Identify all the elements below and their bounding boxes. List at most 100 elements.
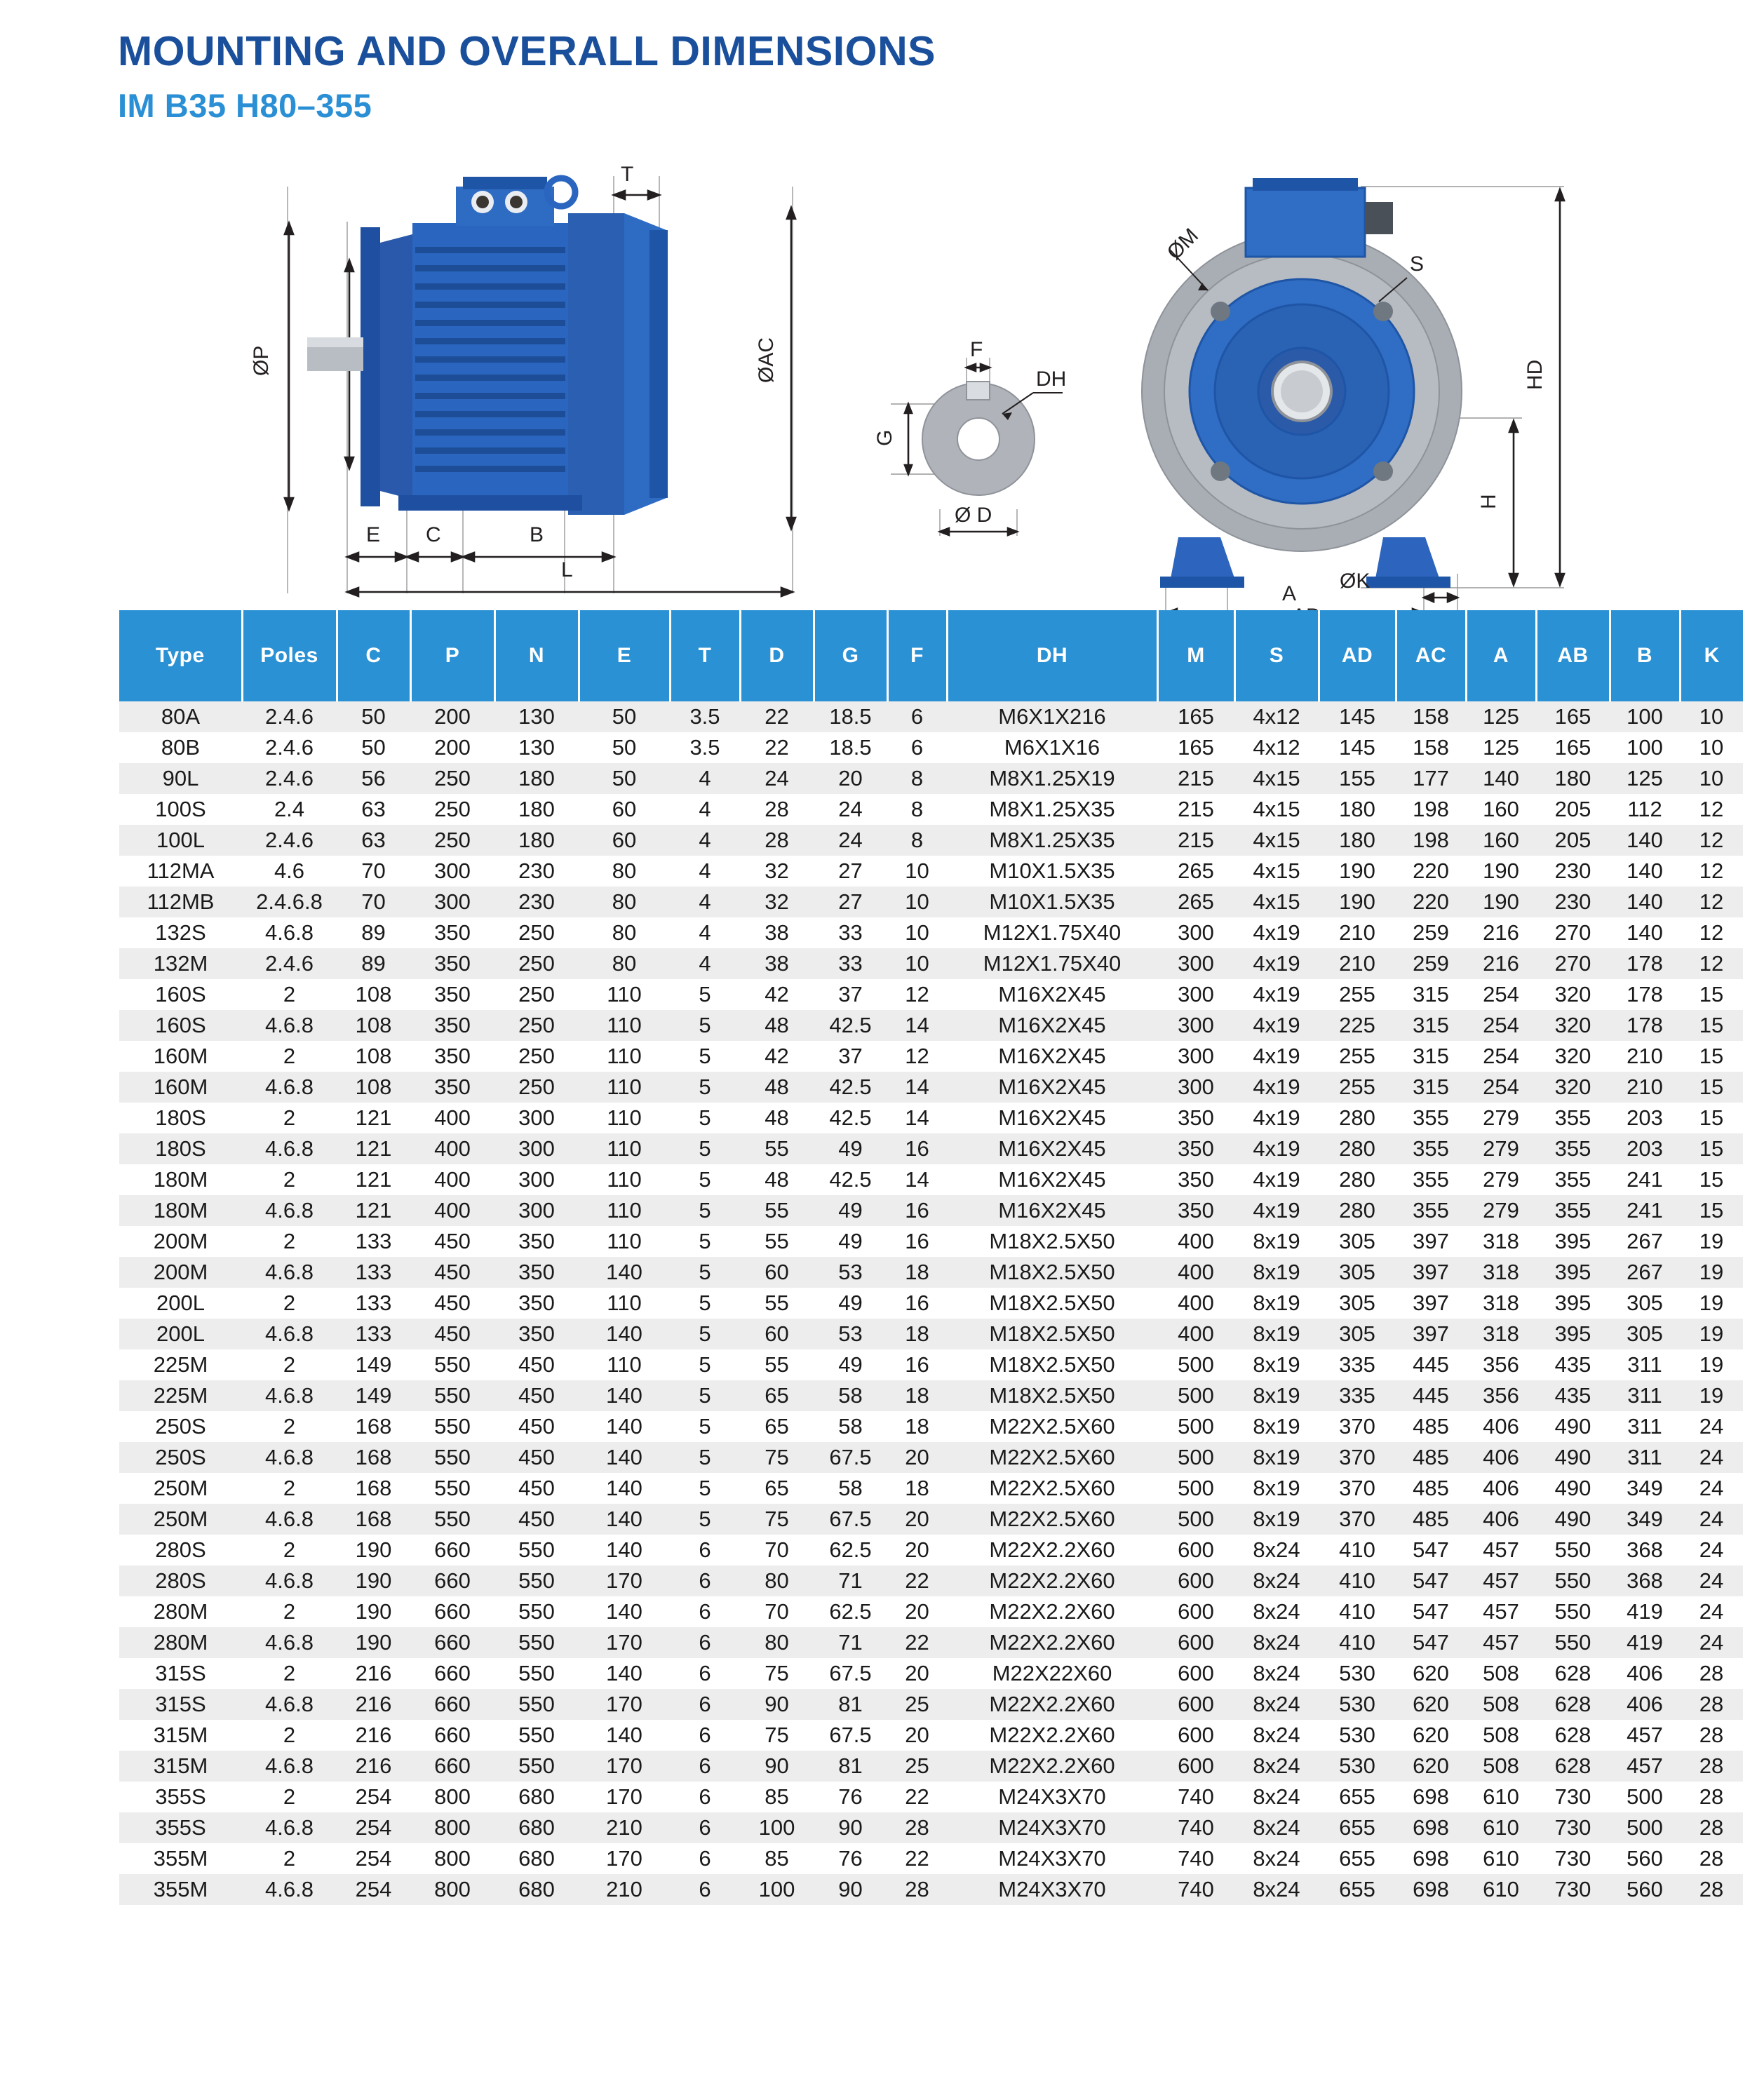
cell-s: 8x19 [1234, 1349, 1319, 1380]
cell-p: 350 [410, 1072, 494, 1103]
dimension-label-DH: DH [1036, 368, 1066, 391]
cell-b: 500 [1610, 1782, 1680, 1812]
cell-a: 508 [1466, 1658, 1536, 1689]
cell-c: 216 [337, 1689, 410, 1720]
cell-b: 241 [1610, 1164, 1680, 1195]
cell-c: 108 [337, 1010, 410, 1041]
column-header-c: C [337, 610, 412, 701]
cell-t: 4 [670, 825, 740, 856]
cell-a: 318 [1466, 1257, 1536, 1288]
cell-n: 300 [494, 1133, 579, 1164]
cell-ab: 730 [1536, 1812, 1610, 1843]
cell-m: 740 [1157, 1843, 1234, 1874]
table-row: 180S 4.6.8 121 400 300 110 5 55 49 16 M16X2X45 350 4… [119, 1133, 1743, 1164]
dimension-label-F: F [970, 338, 983, 361]
cell-type: 315M [119, 1720, 242, 1751]
cell-d: 90 [740, 1751, 814, 1782]
cell-dh: M24X3X70 [947, 1843, 1157, 1874]
cell-t: 4 [670, 917, 740, 948]
cell-b: 406 [1610, 1658, 1680, 1689]
cell-d: 55 [740, 1226, 814, 1257]
cell-ad: 410 [1319, 1596, 1396, 1627]
cell-f: 10 [887, 948, 947, 979]
cell-f: 8 [887, 825, 947, 856]
dimension-label-AC: ØAC [755, 337, 778, 383]
cell-ac: 698 [1396, 1782, 1466, 1812]
cell-t: 6 [670, 1565, 740, 1596]
cell-c: 149 [337, 1380, 410, 1411]
cell-type: 250M [119, 1473, 242, 1504]
cell-c: 133 [337, 1226, 410, 1257]
cell-p: 200 [410, 701, 494, 732]
cell-t: 5 [670, 1072, 740, 1103]
table-row: 250M 2 168 550 450 140 5 65 58 18 M22X2.5X60 500 8x1… [119, 1473, 1743, 1504]
cell-ab: 550 [1536, 1565, 1610, 1596]
cell-poles: 4.6.8 [242, 1380, 337, 1411]
cell-b: 178 [1610, 1010, 1680, 1041]
cell-ab: 730 [1536, 1782, 1610, 1812]
cell-s: 4x12 [1234, 701, 1319, 732]
cell-n: 350 [494, 1257, 579, 1288]
cell-c: 70 [337, 887, 410, 917]
cell-poles: 2.4.6 [242, 825, 337, 856]
cell-poles: 2.4.6.8 [242, 887, 337, 917]
cell-k: 12 [1680, 856, 1743, 887]
table-row: 160M 2 108 350 250 110 5 42 37 12 M16X2X45 300 4x19 2… [119, 1041, 1743, 1072]
cell-c: 168 [337, 1504, 410, 1535]
cell-type: 160M [119, 1041, 242, 1072]
dimension-label-M: ØM [1163, 224, 1204, 264]
cell-t: 4 [670, 856, 740, 887]
cell-n: 300 [494, 1164, 579, 1195]
cell-ad: 305 [1319, 1319, 1396, 1349]
cell-p: 400 [410, 1195, 494, 1226]
cell-c: 216 [337, 1658, 410, 1689]
cell-t: 5 [670, 979, 740, 1010]
cell-e: 60 [579, 794, 670, 825]
page-title: MOUNTING AND OVERALL DIMENSIONS [118, 28, 936, 74]
cell-m: 500 [1157, 1442, 1234, 1473]
cell-n: 250 [494, 1010, 579, 1041]
cell-b: 500 [1610, 1812, 1680, 1843]
table-row: 132S 4.6.8 89 350 250 80 4 38 33 10 M12X1.75X40 300… [119, 917, 1743, 948]
cell-s: 4x15 [1234, 825, 1319, 856]
cell-e: 110 [579, 1164, 670, 1195]
cell-type: 280M [119, 1627, 242, 1658]
cell-k: 12 [1680, 794, 1743, 825]
cell-k: 15 [1680, 1072, 1743, 1103]
cell-poles: 2 [242, 1535, 337, 1565]
cell-c: 133 [337, 1319, 410, 1349]
cell-m: 400 [1157, 1288, 1234, 1319]
cell-a: 254 [1466, 1041, 1536, 1072]
cell-n: 130 [494, 701, 579, 732]
cell-dh: M24X3X70 [947, 1782, 1157, 1812]
cell-n: 680 [494, 1874, 579, 1905]
cell-p: 660 [410, 1596, 494, 1627]
cell-p: 250 [410, 825, 494, 856]
cell-f: 16 [887, 1349, 947, 1380]
table-row: 315S 4.6.8 216 660 550 170 6 90 81 25 M22X2.2X60 60… [119, 1689, 1743, 1720]
cell-f: 10 [887, 856, 947, 887]
cell-f: 8 [887, 763, 947, 794]
cell-m: 300 [1157, 979, 1234, 1010]
table-row: 200L 2 133 450 350 110 5 55 49 16 M18X2.5X50 400 8x1… [119, 1288, 1743, 1319]
cell-b: 419 [1610, 1627, 1680, 1658]
cell-type: 315S [119, 1689, 242, 1720]
cell-ac: 397 [1396, 1288, 1466, 1319]
cell-poles: 2 [242, 1288, 337, 1319]
cell-e: 170 [579, 1843, 670, 1874]
cell-ab: 435 [1536, 1380, 1610, 1411]
cell-ab: 730 [1536, 1843, 1610, 1874]
table-row: 200M 4.6.8 133 450 350 140 5 60 53 18 M18X2.5X50 40… [119, 1257, 1743, 1288]
cell-b: 178 [1610, 948, 1680, 979]
cell-p: 300 [410, 887, 494, 917]
cell-p: 250 [410, 794, 494, 825]
cell-k: 15 [1680, 1133, 1743, 1164]
cell-dh: M6X1X216 [947, 701, 1157, 732]
cell-d: 38 [740, 917, 814, 948]
column-header-ad: AD [1319, 610, 1397, 701]
cell-p: 550 [410, 1442, 494, 1473]
cell-p: 300 [410, 856, 494, 887]
dimensions-table: Type Poles C P N E T D G F DH M S AD AC A AB B K 80A 2.4.6 5… [119, 610, 1743, 1905]
cell-a: 356 [1466, 1349, 1536, 1380]
cell-ac: 158 [1396, 701, 1466, 732]
